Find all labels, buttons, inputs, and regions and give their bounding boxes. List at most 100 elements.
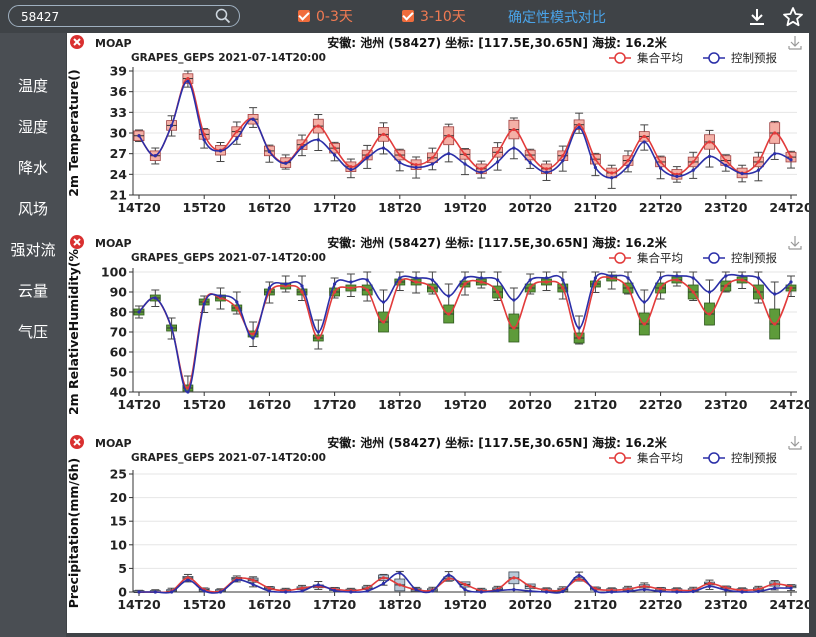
series-point	[381, 132, 386, 136]
y-tick-label: 21	[110, 188, 127, 203]
legend-label: 集合平均	[637, 451, 683, 465]
series-point	[626, 276, 630, 280]
series-point	[512, 146, 516, 150]
download-arrow[interactable]	[788, 436, 802, 450]
series-point	[707, 140, 712, 144]
legend-marker[interactable]	[614, 452, 626, 464]
y-tick-label: 40	[110, 385, 128, 400]
x-tick-label: 23T20	[704, 597, 748, 612]
sidebar-item-precipitation[interactable]: 降水	[17, 159, 48, 177]
chart-source-label: MOAP	[95, 437, 132, 450]
chart-download-icon[interactable]	[788, 436, 802, 450]
series-point	[267, 286, 271, 290]
x-tick-label: 16T20	[248, 200, 292, 215]
station-search[interactable]	[8, 5, 240, 27]
series-point	[756, 587, 761, 591]
series-point	[756, 589, 761, 594]
series-point	[561, 589, 565, 594]
series-point	[626, 286, 630, 290]
series-point	[724, 586, 728, 590]
series-point	[642, 584, 646, 588]
close-chart-icon[interactable]	[70, 35, 84, 49]
legend-item-ensemble[interactable]: 集合平均	[609, 251, 683, 265]
download-icon[interactable]	[746, 6, 768, 28]
series-point	[577, 123, 581, 127]
chart-download-icon[interactable]	[788, 36, 802, 50]
sidebar-item-wind[interactable]: 风场	[17, 200, 48, 218]
series-point	[137, 590, 141, 594]
legend-marker[interactable]	[708, 452, 720, 464]
sidebar-item-temperature[interactable]: 温度	[17, 77, 48, 95]
sidebar: 温度 湿度 降水 风场 强对流 云量 气压	[0, 33, 66, 637]
series-point	[740, 278, 744, 282]
sidebar-item-convection[interactable]: 强对流	[10, 241, 56, 259]
series-point	[251, 578, 255, 582]
series-point	[170, 326, 174, 330]
legend-item-ensemble[interactable]: 集合平均	[609, 451, 683, 465]
legend-item-control[interactable]: 控制预报	[703, 51, 777, 65]
legend-marker[interactable]	[708, 52, 720, 64]
series-point	[235, 130, 239, 134]
ensemble-box	[443, 123, 455, 163]
series-point	[251, 332, 255, 336]
filter-3-10-days[interactable]: 3-10天	[402, 7, 466, 25]
sidebar-item-humidity[interactable]: 湿度	[17, 118, 48, 136]
series-point	[300, 145, 304, 150]
download-arrow[interactable]	[788, 236, 802, 250]
star-icon[interactable]	[782, 6, 804, 28]
sidebar-item-cloud[interactable]: 云量	[17, 282, 48, 300]
series-point	[691, 290, 695, 294]
series-point	[724, 158, 728, 163]
y-tick-label: 36	[110, 84, 128, 99]
series-point	[202, 138, 206, 142]
close-icon-cross[interactable]	[73, 438, 81, 446]
x-tick-label: 22T20	[639, 397, 683, 412]
series-point	[479, 167, 483, 171]
series-point	[512, 298, 516, 302]
series-point	[789, 158, 793, 162]
legend-item-control[interactable]: 控制预报	[703, 251, 777, 265]
series-point	[610, 590, 614, 594]
series-point	[349, 286, 353, 290]
download-arrow[interactable]	[788, 36, 802, 50]
legend-label: 集合平均	[637, 251, 683, 265]
filter-0-3-label: 0-3天	[316, 9, 353, 25]
search-icon[interactable]	[215, 8, 231, 24]
series-point	[398, 280, 402, 284]
chart-download-icon[interactable]	[788, 236, 802, 250]
series-point	[218, 149, 223, 153]
legend-item-control[interactable]: 控制预报	[703, 451, 777, 465]
series-point	[316, 336, 320, 340]
close-icon-cross[interactable]	[73, 38, 81, 46]
series-point	[235, 136, 239, 141]
legend-marker[interactable]	[614, 52, 626, 64]
series-point	[512, 326, 516, 330]
series-point	[724, 274, 728, 278]
legend-item-ensemble[interactable]: 集合平均	[609, 51, 683, 65]
deterministic-compare-link[interactable]: 确定性模式对比	[508, 10, 606, 26]
series-point	[675, 590, 679, 594]
legend-marker[interactable]	[614, 252, 626, 264]
series-point	[496, 278, 500, 282]
series-point	[544, 280, 549, 284]
legend-marker[interactable]	[708, 252, 720, 264]
series-point	[789, 280, 793, 284]
series-point	[528, 286, 532, 290]
filter-0-3-days[interactable]: 0-3天	[298, 7, 353, 25]
close-chart-icon[interactable]	[70, 235, 84, 249]
series-point	[773, 586, 777, 590]
series-point	[691, 168, 695, 172]
series-point	[773, 152, 777, 156]
series-point	[463, 276, 467, 280]
close-chart-icon[interactable]	[70, 435, 84, 449]
checkbox-3-10[interactable]	[402, 10, 414, 22]
checkbox-0-3[interactable]	[298, 10, 310, 22]
sidebar-item-pressure[interactable]: 气压	[17, 323, 48, 341]
series-point	[218, 294, 223, 298]
panel-precipitation: MOAP 安徽: 池州 (58427) 坐标: [117.5E,30.65N] 海…	[66, 433, 813, 633]
x-tick-label: 24T20	[769, 397, 809, 412]
close-icon-cross[interactable]	[73, 238, 81, 246]
series-point	[675, 278, 679, 282]
series-point	[170, 590, 174, 594]
search-input[interactable]	[19, 8, 213, 26]
